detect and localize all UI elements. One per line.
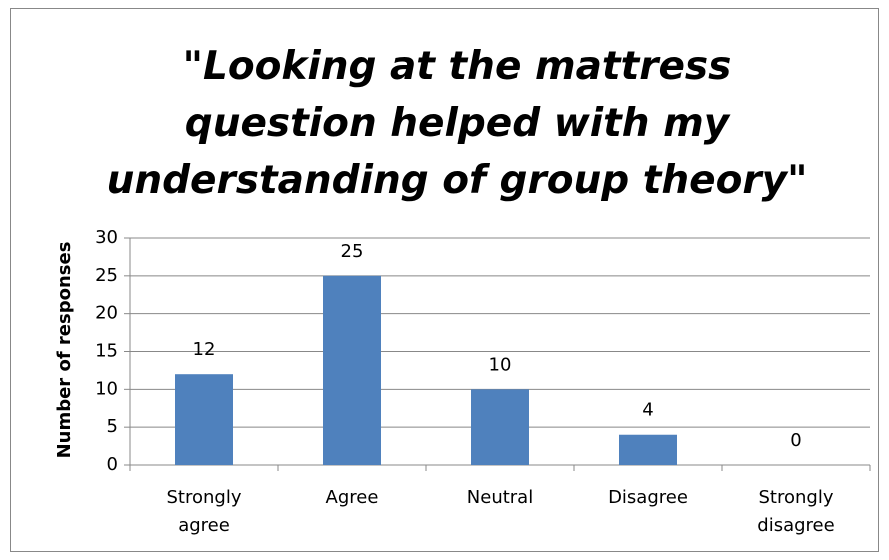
y-tick-label: 30 (95, 227, 118, 248)
data-label: 10 (489, 354, 512, 375)
x-tick-label: Strongly disagree (757, 487, 835, 536)
bar (619, 434, 677, 465)
y-tick-label: 20 (95, 303, 118, 324)
x-tick-label: Strongly agree (166, 487, 242, 536)
x-tick-label: Neutral (466, 487, 534, 508)
chart-border (10, 8, 879, 552)
data-label: 12 (193, 339, 216, 360)
y-tick-label: 25 (95, 265, 118, 286)
y-tick-label: 5 (107, 416, 118, 437)
y-axis-label: Number of responses (54, 242, 75, 459)
data-label: 4 (642, 400, 653, 421)
chart-title: "Looking at the mattress question helped… (106, 44, 808, 203)
bar (175, 374, 233, 465)
y-tick-label: 0 (107, 454, 118, 475)
data-label: 25 (341, 241, 364, 262)
bar (323, 275, 381, 465)
data-label: 0 (790, 430, 801, 451)
y-tick-label: 15 (95, 341, 118, 362)
x-tick-label: Disagree (608, 487, 688, 508)
bar (471, 389, 529, 465)
x-tick-label: Agree (325, 487, 379, 508)
y-tick-label: 10 (95, 378, 118, 399)
